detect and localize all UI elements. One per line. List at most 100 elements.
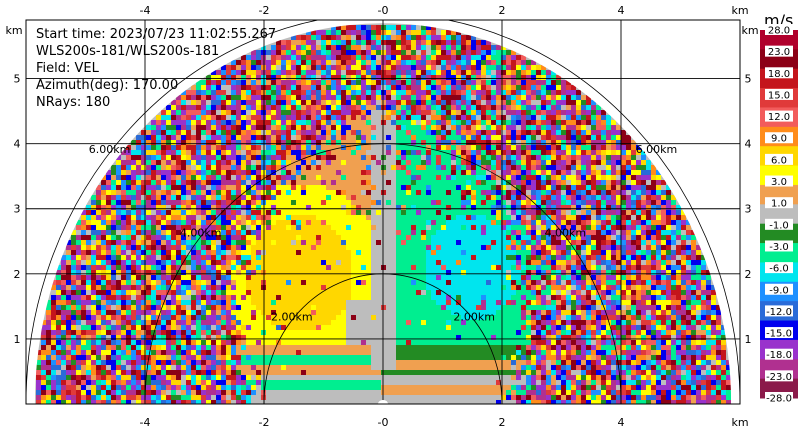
field-cell (271, 140, 276, 145)
field-cell (111, 280, 116, 285)
field-cell (421, 230, 426, 235)
field-cell (351, 175, 356, 180)
field-cell (496, 115, 501, 120)
field-cell (451, 160, 456, 165)
field-cell (676, 220, 681, 225)
field-cell (231, 240, 236, 245)
field-cell (511, 60, 516, 65)
field-cell (481, 155, 486, 160)
field-cell (416, 160, 421, 165)
field-cell (356, 185, 361, 190)
field-cell (386, 25, 391, 30)
field-cell (371, 250, 376, 255)
field-cell (396, 120, 401, 125)
field-cell (241, 180, 246, 185)
field-cell (376, 50, 381, 55)
field-cell (271, 55, 276, 60)
field-cell (116, 220, 121, 225)
field-cell (261, 80, 266, 85)
field-cell (206, 160, 211, 165)
field-cell (76, 240, 81, 245)
field-cell (301, 185, 306, 190)
field-cell (221, 185, 226, 190)
field-cell (441, 260, 446, 265)
field-cell (321, 40, 326, 45)
field-cell (251, 280, 256, 285)
field-cell (566, 85, 571, 90)
field-cell (431, 95, 436, 100)
field-cell (281, 265, 286, 270)
field-cell (71, 275, 76, 280)
field-cell (51, 280, 56, 285)
field-cell (276, 230, 281, 235)
field-cell (551, 175, 556, 180)
field-cell (366, 200, 371, 205)
field-cell (191, 210, 196, 215)
field-cell (121, 245, 126, 250)
field-cell (181, 165, 186, 170)
field-cell (261, 220, 266, 225)
field-cell (331, 220, 336, 225)
field-cell (286, 125, 291, 130)
field-cell (181, 250, 186, 255)
field-cell (631, 150, 636, 155)
field-cell (131, 220, 136, 225)
field-cell (296, 100, 301, 105)
field-cell (256, 195, 261, 200)
field-cell (301, 135, 306, 140)
field-cell (71, 255, 76, 260)
field-cell (351, 35, 356, 40)
field-cell (351, 235, 356, 240)
field-cell (471, 150, 476, 155)
field-cell (686, 260, 691, 265)
field-cell (596, 220, 601, 225)
field-cell (421, 165, 426, 170)
field-cell (291, 255, 296, 260)
field-cell (231, 185, 236, 190)
field-cell (186, 95, 191, 100)
field-cell (476, 210, 481, 215)
field-cell (156, 260, 161, 265)
field-cell (316, 40, 321, 45)
field-cell (211, 200, 216, 205)
field-cell (531, 130, 536, 135)
field-cell (221, 220, 226, 225)
field-cell (476, 245, 481, 250)
field-cell (331, 85, 336, 90)
field-cell (551, 85, 556, 90)
field-cell (371, 270, 376, 275)
field-cell (251, 55, 256, 60)
field-cell (226, 150, 231, 155)
field-cell (586, 140, 591, 145)
field-cell (661, 220, 666, 225)
field-cell (476, 185, 481, 190)
field-cell (236, 255, 241, 260)
field-cell (601, 150, 606, 155)
field-cell (391, 205, 396, 210)
field-cell (646, 230, 651, 235)
field-cell (611, 120, 616, 125)
field-cell (401, 210, 406, 215)
field-cell (141, 250, 146, 255)
field-cell (541, 100, 546, 105)
field-cell (146, 225, 151, 230)
field-cell (141, 230, 146, 235)
field-cell (391, 30, 396, 35)
field-cell (546, 130, 551, 135)
field-cell (441, 55, 446, 60)
field-cell (246, 100, 251, 105)
field-cell (536, 110, 541, 115)
field-cell (371, 265, 376, 270)
field-cell (621, 155, 626, 160)
field-cell (231, 265, 236, 270)
field-cell (571, 205, 576, 210)
field-cell (501, 55, 506, 60)
field-cell (491, 115, 496, 120)
field-cell (111, 170, 116, 175)
field-cell (601, 160, 606, 165)
field-cell (671, 220, 676, 225)
field-cell (606, 175, 611, 180)
field-cell (441, 185, 446, 190)
field-cell (581, 255, 586, 260)
field-cell (411, 185, 416, 190)
